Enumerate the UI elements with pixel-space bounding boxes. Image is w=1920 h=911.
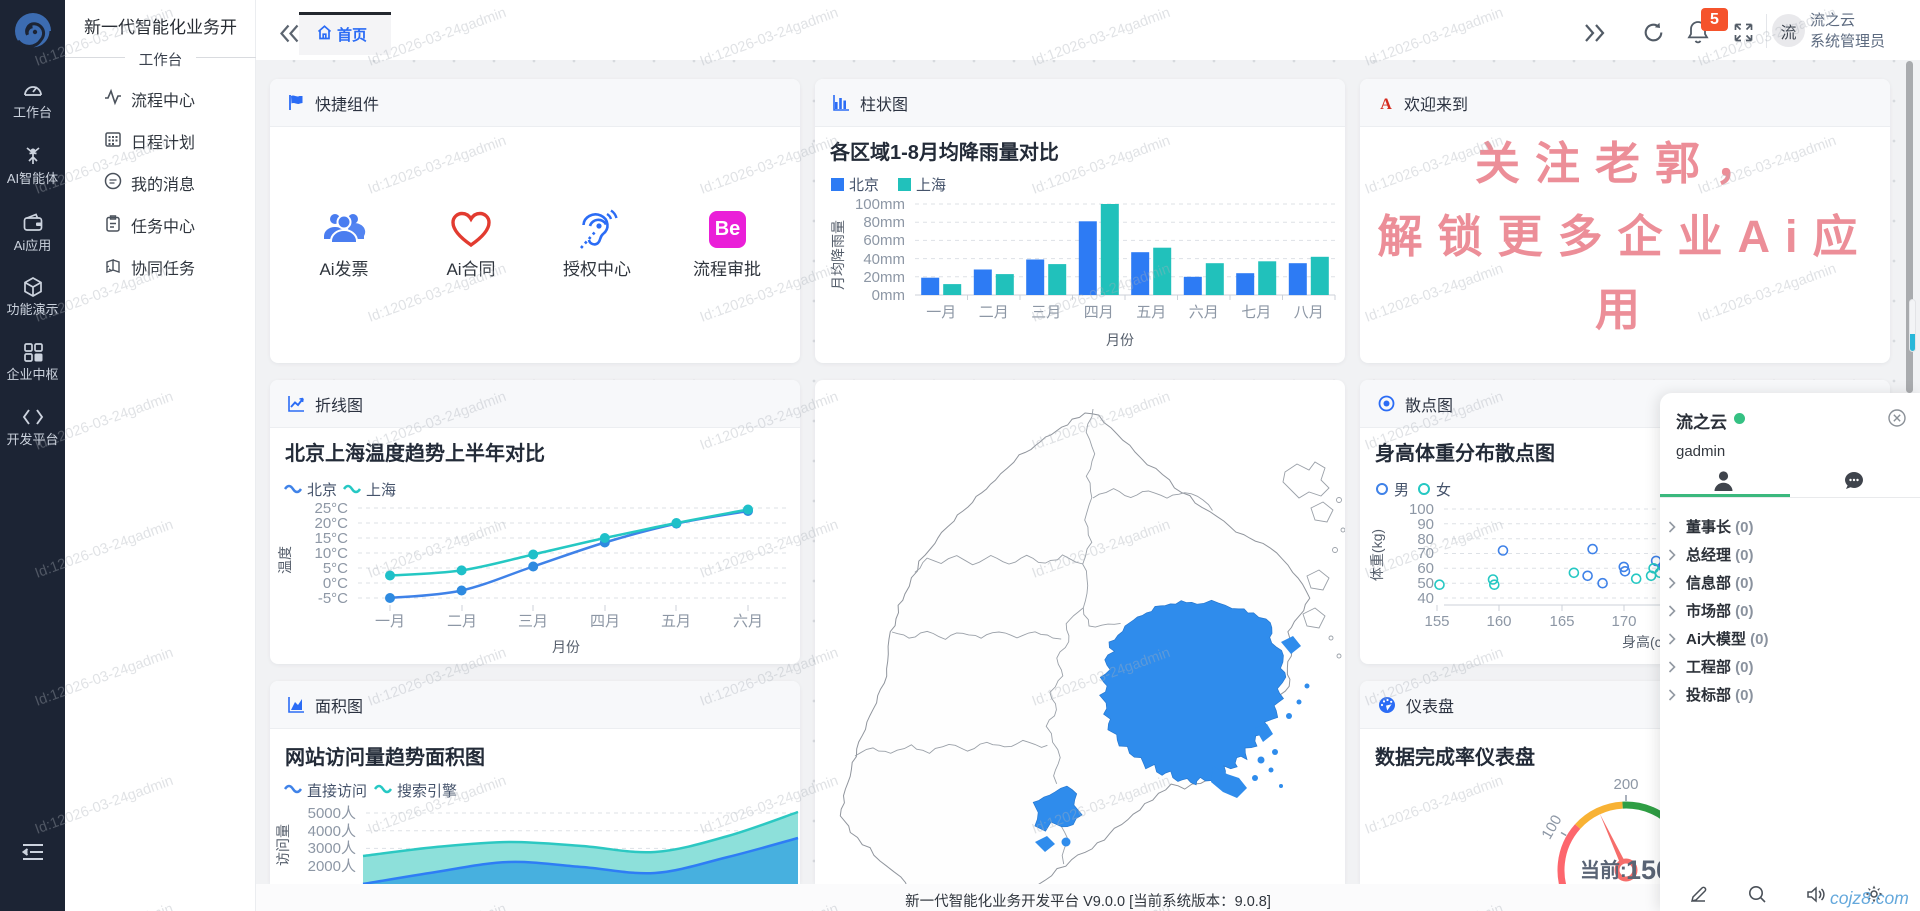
- svg-text:三月: 三月: [1031, 304, 1061, 321]
- svg-text:100: 100: [1409, 501, 1434, 518]
- svg-text:10°C: 10°C: [314, 545, 348, 562]
- svg-text:25°C: 25°C: [314, 500, 348, 517]
- svg-text:40: 40: [1417, 590, 1434, 607]
- svg-text:三月: 三月: [518, 613, 548, 630]
- svg-text:80: 80: [1417, 531, 1434, 548]
- svg-text:50: 50: [1417, 575, 1434, 592]
- svg-text:四月: 四月: [1084, 304, 1114, 321]
- svg-text:月均降雨量: 月均降雨量: [830, 220, 846, 290]
- svg-text:60mm: 60mm: [863, 232, 905, 249]
- svg-text:155: 155: [1424, 613, 1449, 630]
- svg-text:100mm: 100mm: [855, 196, 905, 213]
- svg-text:3000人: 3000人: [308, 840, 356, 857]
- svg-text:60: 60: [1417, 560, 1434, 577]
- svg-text:搜索引擎: 搜索引擎: [397, 783, 457, 800]
- svg-text:男: 男: [1394, 482, 1409, 499]
- svg-text:六月: 六月: [1189, 304, 1219, 321]
- svg-text:A: A: [1380, 96, 1392, 111]
- svg-text:二月: 二月: [447, 613, 477, 630]
- svg-text:一月: 一月: [926, 304, 956, 321]
- svg-text:70: 70: [1417, 545, 1434, 562]
- svg-text:八月: 八月: [1294, 304, 1324, 321]
- svg-text:体重(kg): 体重(kg): [1369, 529, 1385, 581]
- svg-text:女: 女: [1436, 481, 1451, 499]
- svg-text:五月: 五月: [661, 613, 691, 630]
- svg-text:5°C: 5°C: [323, 560, 348, 577]
- svg-text:20°C: 20°C: [314, 515, 348, 532]
- svg-text:北京: 北京: [849, 177, 879, 194]
- svg-text:20mm: 20mm: [863, 269, 905, 286]
- svg-text:上海: 上海: [916, 177, 946, 194]
- svg-text:五月: 五月: [1136, 304, 1166, 321]
- svg-text:40mm: 40mm: [863, 251, 905, 268]
- svg-text:一月: 一月: [375, 613, 405, 630]
- svg-text:15°C: 15°C: [314, 530, 348, 547]
- svg-text:0mm: 0mm: [872, 287, 905, 304]
- svg-text:六月: 六月: [733, 613, 763, 630]
- svg-text:5000人: 5000人: [308, 805, 356, 822]
- svg-text:100: 100: [1538, 812, 1565, 842]
- svg-text:当前:: 当前:: [1580, 858, 1627, 882]
- svg-text:160: 160: [1486, 613, 1511, 630]
- svg-text:直接访问: 直接访问: [307, 783, 367, 800]
- svg-text:上海: 上海: [366, 482, 396, 499]
- svg-text:165: 165: [1549, 613, 1574, 630]
- svg-text:北京: 北京: [307, 482, 337, 499]
- svg-text:170: 170: [1611, 613, 1636, 630]
- svg-text:温度: 温度: [277, 546, 293, 574]
- svg-text:90: 90: [1417, 516, 1434, 533]
- svg-text:月份: 月份: [1106, 332, 1134, 348]
- svg-text:-5°C: -5°C: [318, 590, 348, 607]
- svg-text:四月: 四月: [590, 613, 620, 630]
- svg-text:80mm: 80mm: [863, 214, 905, 231]
- svg-text:2000人: 2000人: [308, 858, 356, 875]
- svg-text:4000人: 4000人: [308, 823, 356, 840]
- svg-text:二月: 二月: [979, 304, 1009, 321]
- svg-text:七月: 七月: [1241, 304, 1271, 321]
- svg-text:访问量: 访问量: [275, 824, 291, 866]
- svg-text:0°C: 0°C: [323, 575, 348, 592]
- svg-text:200: 200: [1613, 776, 1638, 793]
- svg-text:月份: 月份: [552, 639, 580, 655]
